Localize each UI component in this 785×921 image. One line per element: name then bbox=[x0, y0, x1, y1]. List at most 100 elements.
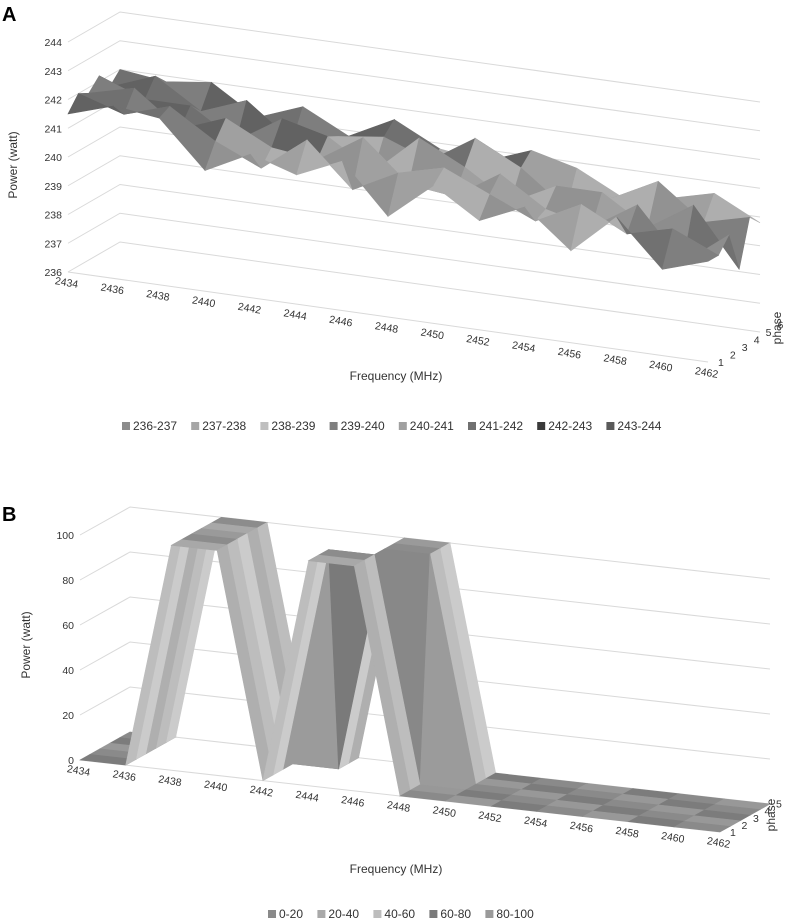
panel-b-z-tick-label: 4 bbox=[765, 806, 771, 818]
panel-b-gridline bbox=[79, 686, 771, 760]
panel-b-legend-swatch bbox=[429, 910, 438, 918]
panel-a-x-tick-label: 2458 bbox=[603, 352, 628, 368]
panel-b-z-tick-label: 3 bbox=[753, 813, 759, 825]
panel-b-z-tick-label: 1 bbox=[730, 827, 736, 839]
panel-a-legend-swatch bbox=[191, 422, 200, 430]
panel-a-legend-swatch bbox=[468, 422, 476, 430]
panel-a-z-tick-label: 6 bbox=[778, 320, 784, 332]
panel-a-x-tick-label: 2440 bbox=[191, 294, 216, 310]
panel-a-y-tick-label: 243 bbox=[44, 66, 62, 78]
panel-b-y-tick-label: 60 bbox=[62, 620, 74, 632]
panel-b-x-tick-label: 2438 bbox=[157, 773, 182, 789]
panel-a-y-tick-label: 244 bbox=[44, 37, 62, 49]
panel-b-legend-entry: 0-20 bbox=[279, 907, 303, 921]
panel-a-legend-entry: 243-244 bbox=[617, 419, 661, 433]
panel-a-x-tick-label: 2462 bbox=[694, 365, 719, 381]
panel-a-legend-swatch bbox=[329, 422, 338, 430]
panel-b-x-tick-label: 2462 bbox=[706, 835, 731, 851]
panel-a-z-tick-label: 4 bbox=[754, 335, 760, 347]
panel-a-floor-edge bbox=[67, 271, 709, 363]
panel-b-gridline bbox=[79, 596, 771, 670]
panel-b-y-tick-label: 0 bbox=[68, 755, 74, 767]
panel-a-legend-entry: 240-241 bbox=[410, 419, 454, 433]
panel-a-gridline bbox=[67, 241, 761, 333]
panel-b-x-tick-label: 2450 bbox=[432, 804, 457, 820]
panel-a-legend-entry: 241-242 bbox=[479, 419, 523, 433]
panel-b-x-tick-label: 2442 bbox=[249, 784, 274, 800]
panel-a-gridline bbox=[67, 183, 761, 275]
panel-b-legend-entry: 60-80 bbox=[440, 907, 471, 921]
panel-b-z-axis-title: phase bbox=[764, 798, 778, 831]
panel-b-gridline bbox=[79, 641, 771, 715]
panel-a-x-tick-label: 2456 bbox=[557, 346, 582, 362]
panel-b-legend-swatch bbox=[373, 910, 382, 918]
panel-a-y-tick-label: 240 bbox=[44, 152, 62, 164]
panel-b-legend-entry: 80-100 bbox=[496, 907, 534, 921]
panel-a-legend-swatch bbox=[260, 422, 269, 430]
panel-a-x-tick-label: 2460 bbox=[648, 359, 673, 375]
panel-b-y-tick-label: 20 bbox=[62, 710, 74, 722]
panel-a-y-tick-label: 242 bbox=[44, 95, 62, 107]
panel-a-y-axis-title: Power (watt) bbox=[6, 131, 20, 198]
panel-b-legend-swatch bbox=[268, 910, 276, 918]
panel-b-y-tick-label: 40 bbox=[62, 665, 74, 677]
panel-b-x-tick-label: 2452 bbox=[477, 809, 502, 825]
panel-a-x-tick-label: 2436 bbox=[100, 282, 125, 298]
panel-b-legend-entry: 20-40 bbox=[328, 907, 359, 921]
panel-a-x-tick-label: 2438 bbox=[145, 288, 170, 304]
panel-a-legend-swatch bbox=[537, 422, 546, 430]
panel-a-legend-entry: 242-243 bbox=[548, 419, 592, 433]
panel-a-legend-swatch bbox=[122, 422, 130, 430]
panel-a-x-tick-label: 2434 bbox=[54, 275, 79, 291]
panel-b-y-axis-title: Power (watt) bbox=[19, 611, 33, 678]
panel-a-y-tick-label: 239 bbox=[44, 181, 62, 193]
panel-a-z-tick-label: 3 bbox=[742, 342, 748, 354]
panel-a-z-tick-label: 1 bbox=[718, 357, 724, 369]
panel-a-x-tick-label: 2454 bbox=[511, 339, 536, 355]
panel-b-legend: 0-20 20-40 40-60 60-80 80-100 bbox=[268, 907, 534, 921]
panel-b-x-tick-label: 2460 bbox=[660, 830, 685, 846]
panel-a-z-tick-label: 2 bbox=[730, 350, 736, 362]
panel-b-legend-swatch bbox=[485, 910, 494, 918]
panel-a-x-tick-label: 2450 bbox=[420, 327, 445, 343]
panel-b-gridline bbox=[79, 506, 771, 580]
panel-b-z-tick-label: 2 bbox=[742, 820, 748, 832]
panel-a-z-axis-title: phase bbox=[770, 311, 784, 344]
panel-a-legend-entry: 239-240 bbox=[341, 419, 385, 433]
panel-b-label: B bbox=[2, 504, 16, 526]
panel-b-x-tick-label: 2454 bbox=[523, 815, 548, 831]
panel-a-y-tick-label: 237 bbox=[44, 238, 62, 250]
panel-a-legend-swatch bbox=[606, 422, 615, 430]
panel-a-legend-entry: 236-237 bbox=[133, 419, 177, 433]
panel-a-legend-swatch bbox=[398, 422, 407, 430]
panel-b-y-tick-label: 80 bbox=[62, 575, 74, 587]
panel-b-x-tick-label: 2444 bbox=[295, 789, 320, 805]
panel-a-x-tick-label: 2444 bbox=[283, 307, 308, 323]
panel-b-x-tick-label: 2434 bbox=[66, 763, 91, 779]
panel-b-x-tick-label: 2456 bbox=[569, 820, 594, 836]
panel-a-x-tick-label: 2448 bbox=[374, 320, 399, 336]
panel-a-surface-patch bbox=[661, 228, 719, 270]
panel-a-gridline bbox=[67, 11, 761, 103]
panel-a-legend-entry: 237-238 bbox=[202, 419, 246, 433]
panel-b-x-tick-label: 2458 bbox=[615, 825, 640, 841]
panel-b-legend-entry: 40-60 bbox=[384, 907, 415, 921]
panel-a-x-tick-label: 2452 bbox=[465, 333, 490, 349]
panel-b-x-tick-label: 2440 bbox=[203, 779, 228, 795]
panel-a-label: A bbox=[2, 4, 16, 26]
panel-a-gridline bbox=[67, 212, 761, 304]
panel-b-y-tick-label: 100 bbox=[56, 530, 74, 542]
panel-a-y-tick-label: 241 bbox=[44, 123, 62, 135]
panel-b-x-tick-label: 2446 bbox=[340, 794, 365, 810]
panel-a-z-tick-label: 5 bbox=[766, 327, 772, 339]
panel-b-gridline bbox=[79, 551, 771, 625]
panel-b-z-tick-label: 5 bbox=[776, 799, 782, 811]
panel-a-x-tick-label: 2442 bbox=[237, 301, 262, 317]
panel-b-x-axis-title: Frequency (MHz) bbox=[350, 862, 443, 876]
panel-a-x-tick-label: 2446 bbox=[328, 314, 353, 330]
panel-b-legend-swatch bbox=[317, 910, 326, 918]
panel-a-y-tick-label: 236 bbox=[44, 267, 62, 279]
panel-a-gridline bbox=[67, 40, 761, 132]
panel-b-x-tick-label: 2436 bbox=[112, 768, 137, 784]
